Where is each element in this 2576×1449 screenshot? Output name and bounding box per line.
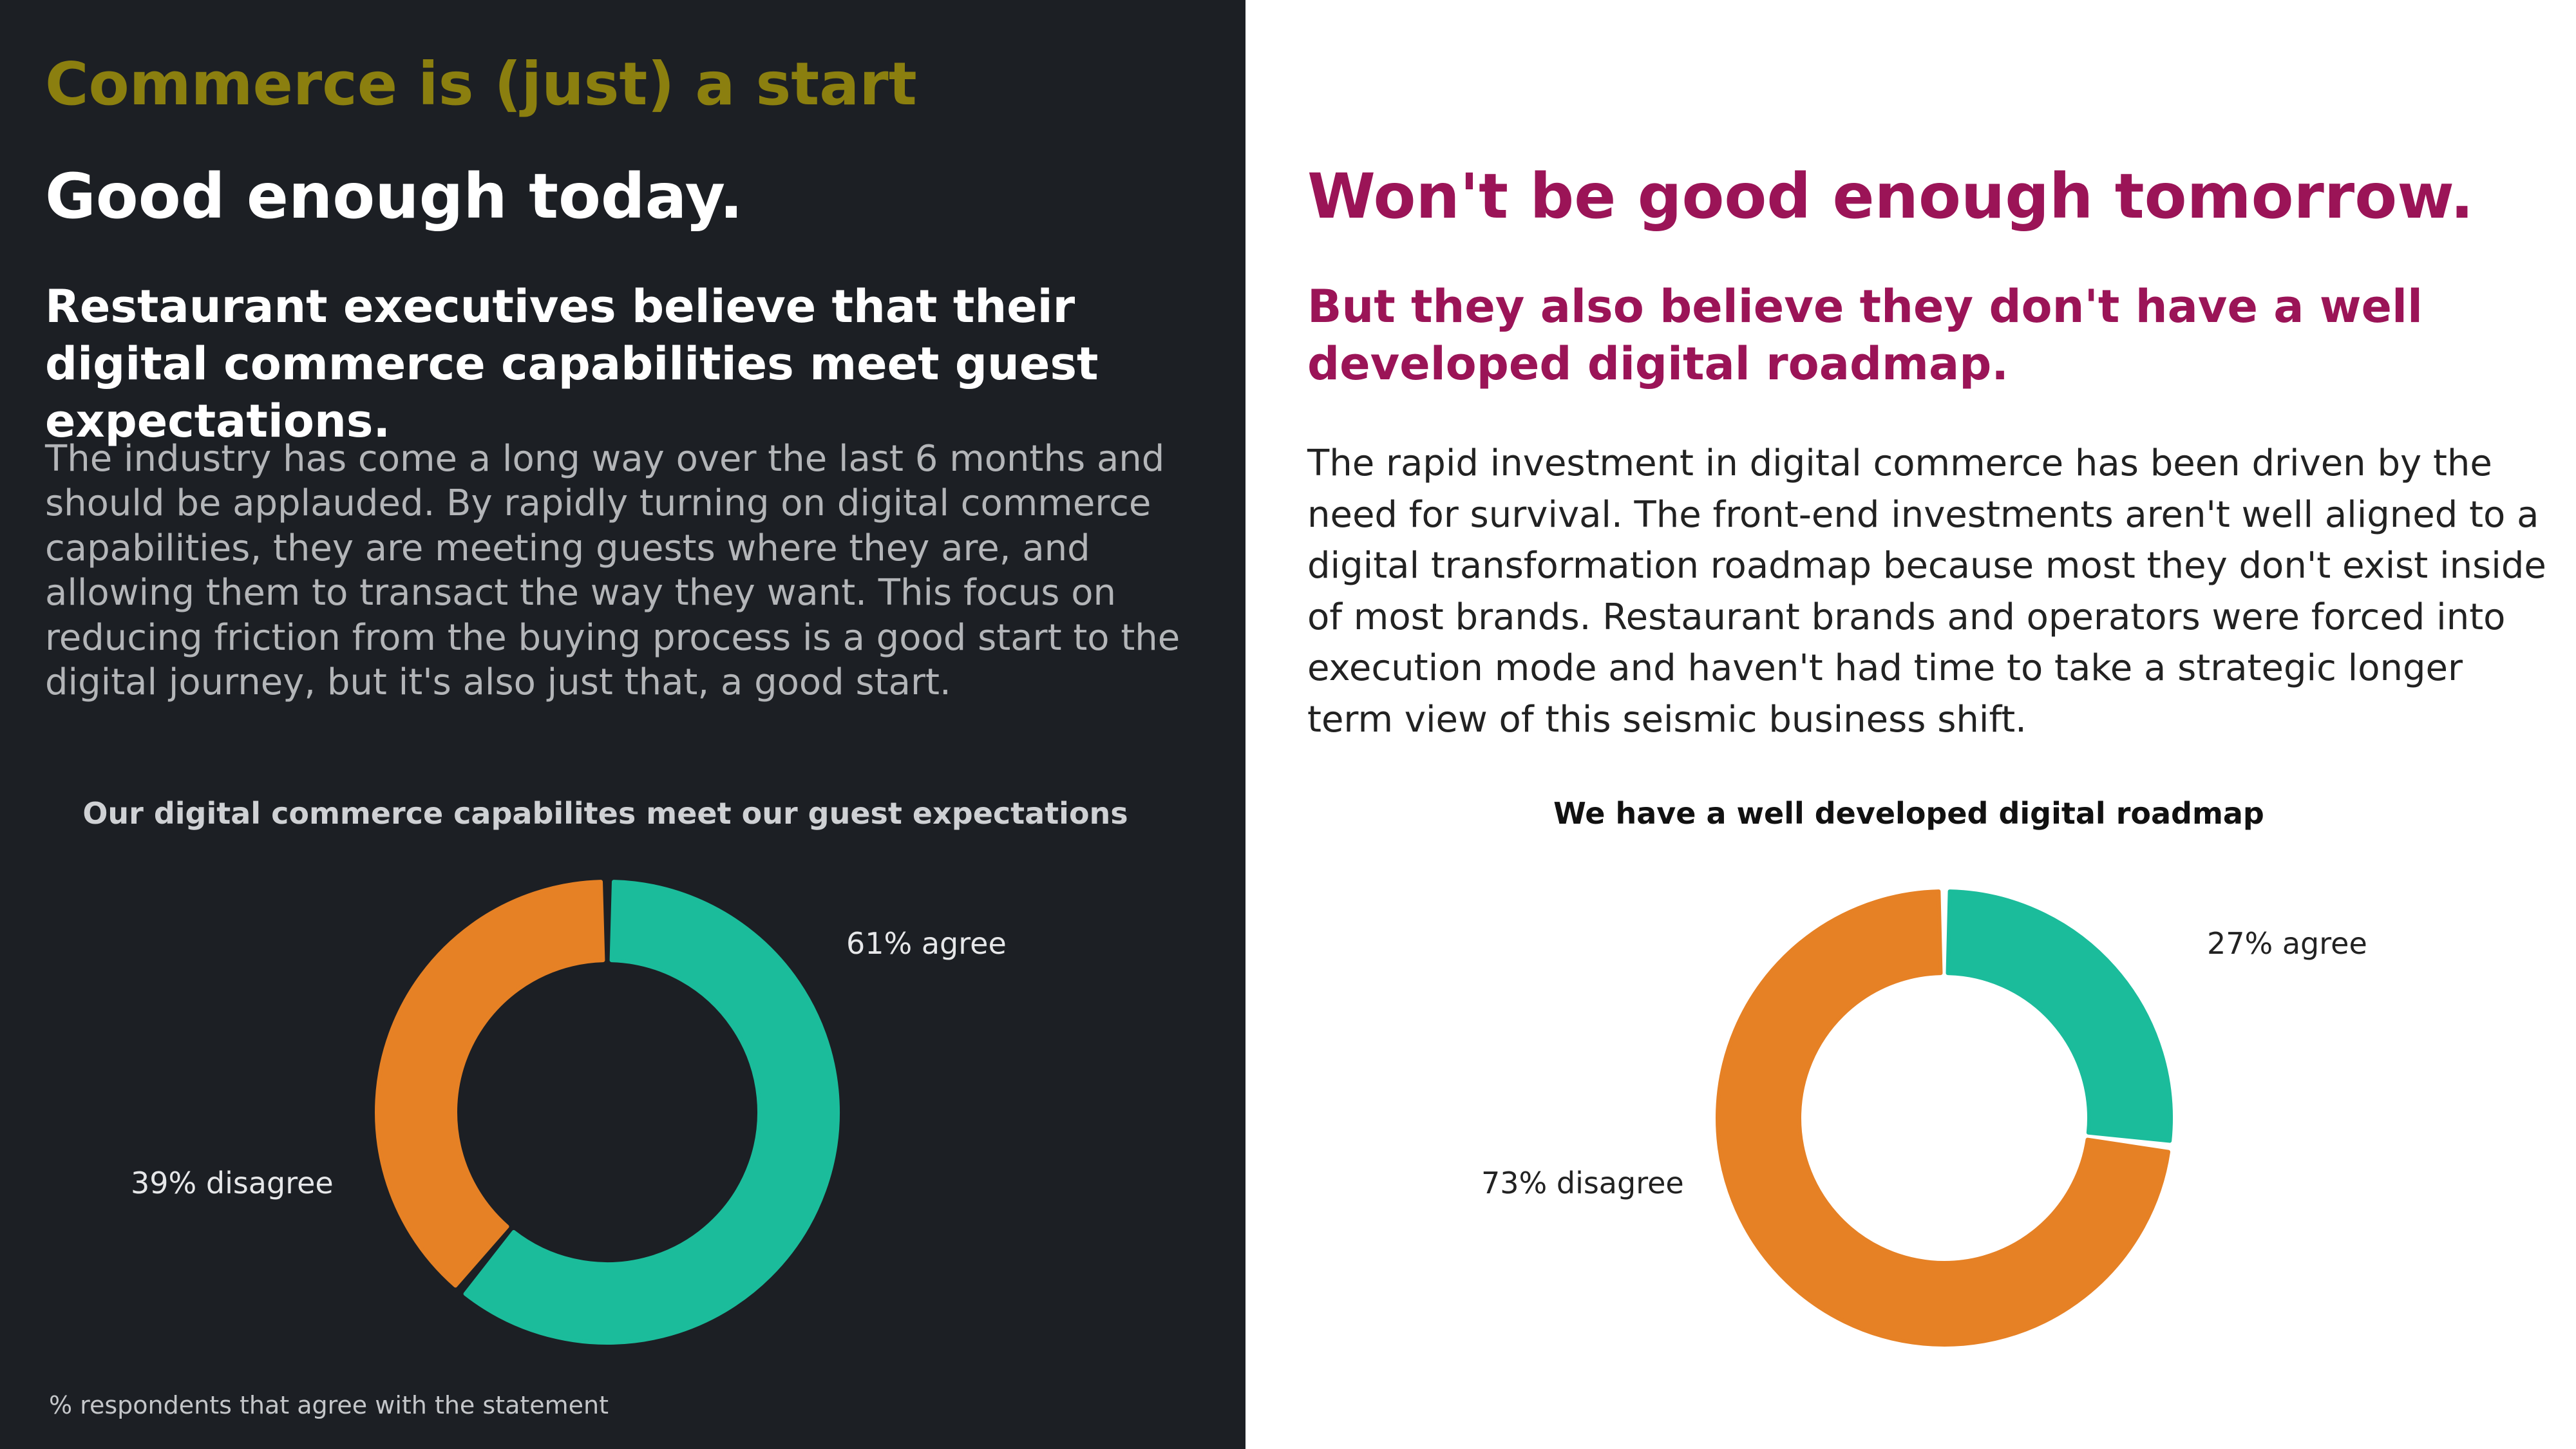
left-headline: Good enough today. [45,160,743,232]
right-panel: Won't be good enough tomorrow. But they … [1245,0,2576,1449]
footnote: % respondents that agree with the statem… [49,1391,609,1419]
left-subheadline: Restaurant executives believe that their… [45,280,1099,448]
chart-1-slice-agree [463,880,840,1345]
chart-2-slice-disagree [1716,889,2171,1347]
chart-2-title: We have a well developed digital roadmap [1553,796,2264,831]
chart-1-slice-disagree [375,880,605,1288]
chart-2-agree-label: 27% agree [2207,926,2367,961]
right-subheadline: But they also believe they don't have a … [1307,280,2423,390]
left-body: The industry has come a long way over th… [45,438,1180,704]
chart-2-slice-agree [1946,889,2173,1143]
chart-1-disagree-label: 39% disagree [131,1166,334,1200]
left-panel: Commerce is (just) a start Good enough t… [0,0,1245,1449]
chart-1-title: Our digital commerce capabilites meet ou… [82,796,1128,831]
chart-2-donut [1716,889,2173,1347]
chart-1-agree-label: 61% agree [846,926,1007,961]
kicker-title: Commerce is (just) a start [45,50,917,118]
right-body: The rapid investment in digital commerce… [1307,442,2546,741]
right-headline: Won't be good enough tomorrow. [1307,160,2474,232]
chart-2-disagree-label: 73% disagree [1481,1166,1684,1200]
chart-1-donut [375,880,840,1345]
